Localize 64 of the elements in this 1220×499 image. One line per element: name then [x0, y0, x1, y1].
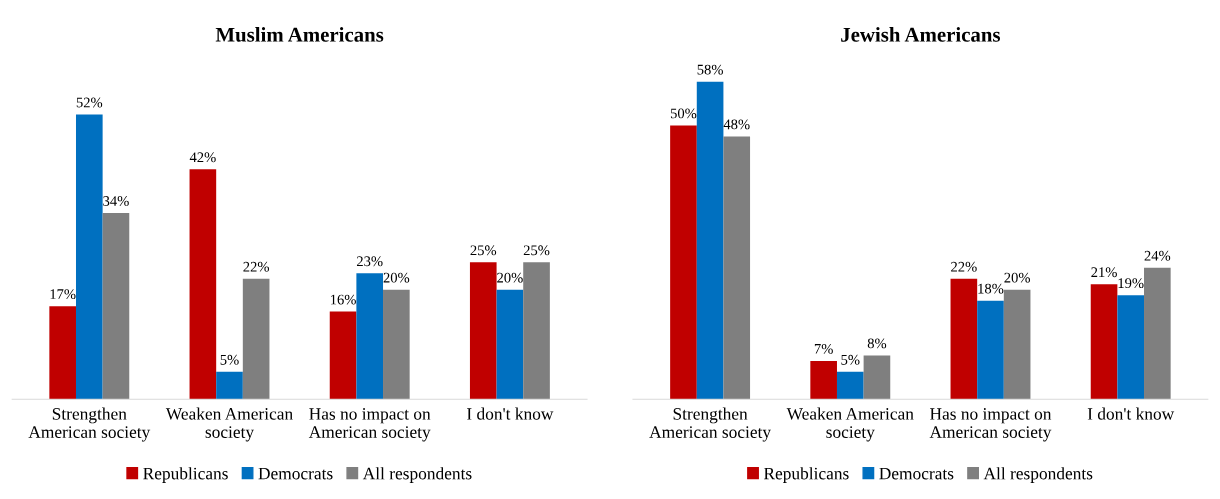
- legend-label: All respondents: [983, 467, 1093, 483]
- legend-label: Democrats: [258, 467, 333, 480]
- bar: [1117, 295, 1145, 400]
- data-label: 22%: [243, 261, 270, 272]
- bar: [863, 355, 891, 400]
- data-label: 5%: [220, 354, 239, 365]
- legend-label: Republicans: [763, 467, 849, 483]
- data-label: 34%: [103, 196, 129, 206]
- bar: [75, 114, 103, 400]
- bar: [977, 300, 1004, 400]
- data-label: 25%: [523, 245, 550, 256]
- x-tick-label: Has no impact on American society: [308, 408, 431, 442]
- legend-label: Republicans: [143, 467, 228, 483]
- bar: [242, 278, 270, 400]
- bar: [496, 289, 524, 400]
- bar: [356, 273, 384, 400]
- data-label: 20%: [1004, 272, 1030, 283]
- data-label: 20%: [497, 272, 523, 283]
- data-label: 5%: [841, 354, 860, 365]
- data-label: 22%: [951, 261, 977, 272]
- bar: [1090, 284, 1118, 400]
- data-label: 52%: [76, 97, 103, 108]
- x-tick-label: I don't know: [467, 407, 554, 420]
- data-label: 58%: [697, 64, 723, 75]
- bar: [329, 311, 357, 400]
- legend-label: All respondents: [362, 467, 472, 483]
- data-label: 24%: [1144, 250, 1171, 261]
- data-label: 25%: [470, 245, 497, 256]
- data-label: 20%: [383, 272, 410, 283]
- bar: [523, 262, 550, 400]
- data-label: 18%: [978, 283, 1004, 294]
- data-label: 42%: [189, 152, 216, 163]
- legend-label: Democrats: [879, 467, 954, 480]
- x-tick-label: Strengthen American society: [649, 407, 772, 442]
- data-label: 17%: [50, 289, 76, 300]
- x-tick-label: I don't know: [1087, 407, 1175, 420]
- x-tick-label: Weaken American society: [165, 407, 293, 442]
- x-tick-label: Strengthen American society: [28, 407, 151, 442]
- bar: [383, 289, 410, 400]
- data-label: 16%: [330, 294, 356, 305]
- x-tick-label: Weaken American society: [786, 407, 914, 442]
- bar: [836, 371, 864, 400]
- data-label: 50%: [670, 108, 697, 119]
- bar: [189, 169, 217, 400]
- bar: [469, 262, 497, 400]
- data-label: 23%: [356, 256, 383, 267]
- data-label: 48%: [723, 119, 750, 130]
- chart-title: Muslim Americans: [215, 27, 384, 42]
- data-label: 8%: [867, 338, 887, 349]
- data-label: 19%: [1118, 278, 1144, 289]
- bar: [696, 81, 724, 400]
- x-tick-label: Has no impact on American society: [929, 408, 1052, 442]
- data-label: 7%: [814, 343, 833, 354]
- bar: [49, 306, 76, 400]
- bar: [723, 136, 751, 400]
- bar: [216, 371, 243, 400]
- chart-title: Jewish Americans: [841, 27, 1001, 42]
- bar: [670, 125, 697, 400]
- bar: [1003, 289, 1031, 400]
- bar: [1144, 267, 1171, 400]
- bar: [102, 213, 130, 400]
- bar: [810, 360, 837, 400]
- data-label: 21%: [1091, 267, 1117, 278]
- bar: [950, 278, 978, 400]
